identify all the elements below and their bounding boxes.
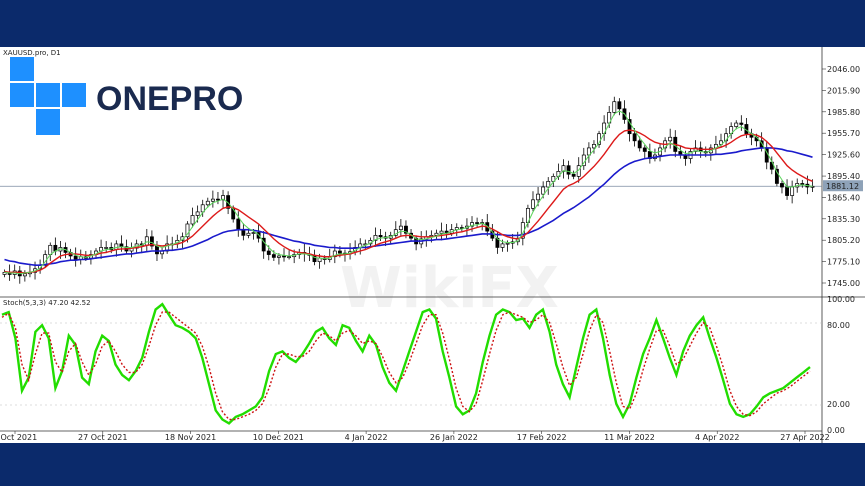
time-tick-label: 27 Apr 2022 bbox=[780, 433, 829, 442]
price-tick-label: 1835.30 bbox=[827, 215, 860, 224]
candle-body bbox=[592, 144, 595, 148]
candle-body bbox=[49, 245, 52, 254]
candle-body bbox=[155, 246, 158, 254]
chart-canvas: WikiFX 2046.00 2015.90 1985.80 1955.70 1925.… bbox=[0, 47, 865, 443]
candle-body bbox=[282, 256, 285, 257]
candle-body bbox=[196, 212, 199, 216]
plus-logo-icon bbox=[10, 57, 86, 135]
candle-body bbox=[618, 102, 621, 109]
price-tick-label: 1865.40 bbox=[827, 193, 860, 202]
time-tick-label: 17 Feb 2022 bbox=[517, 433, 567, 442]
candle-body bbox=[211, 199, 214, 201]
current-price-tag: 1881.12 bbox=[826, 182, 859, 191]
candle-body bbox=[643, 148, 646, 152]
stoch-tick-label: 100.00 bbox=[827, 295, 855, 304]
brand-name: ONEPRO bbox=[96, 80, 243, 118]
candle-body bbox=[23, 274, 26, 276]
price-tick-label: 1955.70 bbox=[827, 129, 860, 138]
candle-body bbox=[440, 231, 443, 233]
candle-body bbox=[74, 256, 77, 260]
candle-body bbox=[435, 233, 438, 235]
candle-body bbox=[105, 247, 108, 248]
candle-body bbox=[531, 200, 534, 209]
price-tick-label: 1895.40 bbox=[827, 172, 860, 181]
price-tick-label: 1775.10 bbox=[827, 258, 860, 267]
time-tick-label: 5 Oct 2021 bbox=[0, 433, 37, 442]
watermark-text: WikiFX bbox=[340, 256, 559, 321]
price-tick-label: 1745.00 bbox=[827, 279, 860, 288]
candle-body bbox=[237, 219, 240, 230]
stoch-main-line bbox=[2, 304, 810, 423]
candle-body bbox=[191, 215, 194, 224]
price-tick-label: 2015.90 bbox=[827, 86, 860, 95]
candle-body bbox=[501, 244, 504, 248]
candle-body bbox=[801, 183, 804, 184]
stochastic-layer bbox=[2, 304, 810, 423]
candle-body bbox=[379, 235, 382, 236]
onepro-logo: ONEPRO bbox=[10, 57, 243, 135]
candle-body bbox=[638, 141, 641, 148]
price-tick-label: 1925.60 bbox=[827, 151, 860, 160]
candle-body bbox=[288, 257, 291, 258]
time-tick-label: 10 Dec 2021 bbox=[253, 433, 304, 442]
candle-body bbox=[145, 237, 148, 246]
candle-body bbox=[735, 123, 738, 127]
stoch-signal-line bbox=[2, 312, 810, 419]
stoch-tick-label: 80.00 bbox=[827, 321, 850, 330]
candle-body bbox=[542, 187, 545, 194]
candle-body bbox=[242, 230, 245, 236]
candle-body bbox=[506, 243, 509, 244]
indicator-label: Stoch(5,3,3) 47.20 42.52 bbox=[3, 299, 91, 307]
candle-body bbox=[633, 134, 636, 141]
time-tick-label: 11 Mar 2022 bbox=[604, 433, 655, 442]
time-tick-label: 4 Apr 2022 bbox=[695, 433, 739, 442]
candle-body bbox=[547, 181, 550, 187]
time-tick-label: 27 Oct 2021 bbox=[78, 433, 127, 442]
symbol-label: XAUUSD.pro, D1 bbox=[3, 49, 61, 57]
candle-body bbox=[740, 123, 743, 124]
candle-body bbox=[613, 102, 616, 113]
candle-body bbox=[115, 244, 118, 250]
candle-body bbox=[476, 223, 479, 224]
candle-body bbox=[399, 226, 402, 230]
stoch-tick-label: 20.00 bbox=[827, 400, 850, 409]
time-tick-label: 4 Jan 2022 bbox=[345, 433, 388, 442]
candle-body bbox=[272, 255, 275, 258]
price-tick-label: 1805.20 bbox=[827, 236, 860, 245]
candle-body bbox=[338, 251, 341, 253]
candle-body bbox=[247, 233, 250, 235]
candle-body bbox=[572, 174, 575, 176]
candle-body bbox=[267, 251, 270, 255]
candle-body bbox=[252, 233, 255, 234]
price-tick-label: 2046.00 bbox=[827, 65, 860, 74]
candle-body bbox=[277, 256, 280, 257]
price-tick-label: 1985.80 bbox=[827, 108, 860, 117]
candle-body bbox=[536, 194, 539, 200]
time-tick-label: 26 Jan 2022 bbox=[430, 433, 478, 442]
candle-body bbox=[216, 199, 219, 200]
time-tick-label: 18 Nov 2021 bbox=[165, 433, 216, 442]
candle-body bbox=[567, 166, 570, 175]
candle-body bbox=[206, 201, 209, 205]
candle-body bbox=[669, 137, 672, 141]
candle-body bbox=[785, 187, 788, 196]
candle-body bbox=[780, 183, 783, 187]
candle-body bbox=[791, 187, 794, 196]
chart-panel: WikiFX 2046.00 2015.90 1985.80 1955.70 1925.… bbox=[0, 47, 865, 443]
